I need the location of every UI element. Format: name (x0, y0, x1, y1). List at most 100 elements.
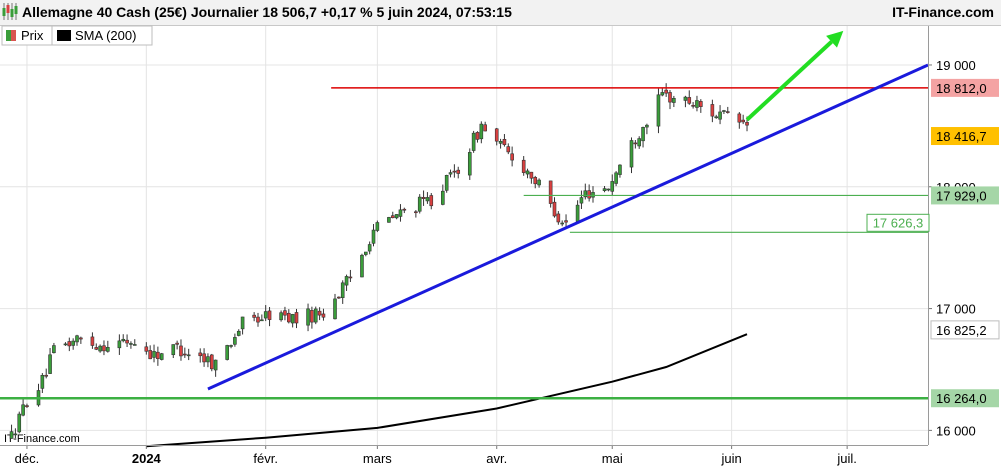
candle-body (425, 197, 430, 202)
candle-body (656, 94, 661, 127)
candle-body (714, 116, 719, 119)
legend-swatch-sma (57, 30, 71, 41)
candle-body (591, 192, 595, 198)
candle-body (471, 132, 476, 151)
candle-body (444, 174, 449, 191)
candle-body (44, 374, 49, 377)
candle-body (290, 314, 295, 324)
x-tick-label: 2024 (132, 451, 162, 466)
candle-body (741, 119, 745, 123)
x-tick-label: juil. (836, 451, 857, 466)
candle-body (175, 342, 179, 345)
legend-box (1, 25, 153, 46)
legend-label-price: Prix (21, 28, 44, 43)
candle-body (313, 308, 318, 323)
candle-body (745, 122, 749, 126)
candle-body (198, 352, 203, 357)
level-tag (866, 213, 930, 232)
legend-swatch-down (11, 30, 16, 41)
candle-body (98, 345, 102, 352)
level-tag (931, 78, 999, 97)
candle-body (394, 214, 399, 219)
candle-body (202, 353, 206, 363)
candle-body (533, 177, 538, 185)
candle-body (467, 152, 472, 176)
candle-body (306, 308, 310, 326)
candle-body (475, 132, 480, 140)
level-tag (931, 186, 999, 205)
candle-body (121, 338, 126, 342)
candle-body (186, 354, 191, 357)
target-arrow-shaft (745, 40, 833, 122)
candle-body (587, 190, 591, 199)
candle-body (144, 346, 149, 352)
y-tick-label: 17 000 (936, 302, 976, 317)
candle-body (417, 196, 422, 212)
candle-body (691, 104, 695, 107)
x-tick-label: déc. (15, 451, 40, 466)
x-tick-label: mai (602, 451, 623, 466)
candle-body (17, 413, 22, 433)
candle-body (556, 213, 561, 223)
level-tag (931, 127, 999, 146)
candle-body (429, 195, 434, 207)
candle-body (414, 211, 418, 214)
candle-body (321, 313, 326, 318)
candle-body (718, 111, 722, 120)
candle-body (125, 339, 129, 344)
candle-body (710, 104, 715, 117)
candle-body (660, 92, 665, 96)
candle-body (129, 343, 133, 345)
candle-body (510, 153, 514, 161)
candle-body (506, 146, 511, 153)
candle-body (618, 164, 622, 175)
candle-body (645, 124, 649, 128)
candle-body (575, 204, 580, 222)
candle-body (63, 343, 68, 346)
level-tag-text: 16 825,2 (936, 323, 987, 338)
candle-body (583, 190, 588, 198)
candle-body (529, 171, 534, 179)
level-tag-text: 17 626,3 (873, 215, 924, 230)
candle-body (668, 92, 672, 103)
candle-body (390, 215, 395, 219)
candle-body (213, 359, 218, 371)
candle-body (233, 337, 237, 345)
candle-body (348, 276, 353, 279)
candle-body (494, 128, 499, 142)
level-tag-text: 16 264,0 (936, 391, 987, 406)
candle-body (602, 188, 607, 191)
candle-body (67, 341, 72, 347)
candle-body (452, 170, 457, 173)
candle-body (664, 89, 668, 94)
candle-body (263, 311, 268, 319)
watermark-text: IT-Finance.com (4, 433, 80, 445)
candle-body (521, 159, 526, 173)
x-tick-label: mars (363, 451, 392, 466)
candle-body (132, 344, 137, 346)
y-tick-label: 19 000 (936, 58, 976, 73)
level-tag (931, 389, 999, 408)
candle-body (256, 316, 260, 323)
candle-body (371, 229, 376, 244)
candle-body (333, 298, 337, 320)
candle-body (183, 353, 187, 356)
candle-body (483, 124, 487, 132)
candle-body (337, 296, 341, 299)
candle-body (610, 181, 615, 192)
header-bar (0, 0, 1001, 25)
level-tag (930, 320, 1000, 340)
candle-body (90, 336, 95, 346)
candle-body (75, 335, 79, 343)
candle-body (456, 169, 461, 174)
candle-body (209, 354, 214, 370)
candle-body (498, 141, 503, 144)
candle-body (52, 345, 56, 354)
candle-body (9, 431, 14, 439)
candle-body (398, 209, 403, 217)
candle-body (560, 222, 564, 225)
app-logo-icon (2, 3, 18, 20)
